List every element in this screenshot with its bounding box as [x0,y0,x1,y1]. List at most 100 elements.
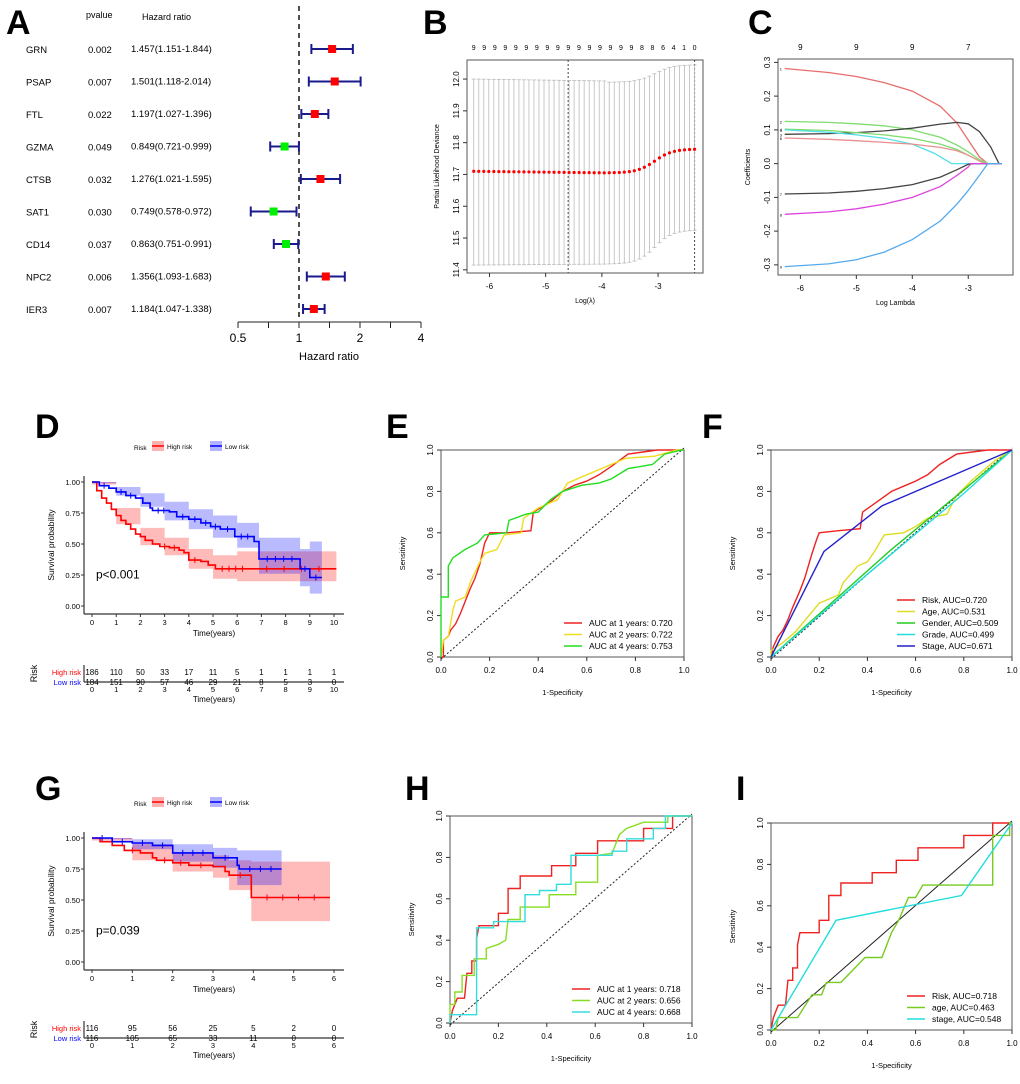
deviance-point [642,165,646,169]
deviance-point [687,147,692,152]
y-tick-label: 0.50 [65,540,80,549]
legend-label: High risk [167,800,193,807]
hr-point [310,110,319,118]
panel-label-G: G [35,770,61,808]
coef-path-6 [784,137,1002,165]
top-axis-label: 9 [514,45,518,52]
x-axis-label: 1-Specificity [551,1054,592,1063]
legend-label: AUC at 2 years: 0.656 [597,996,681,1006]
pvalue-label: 0.037 [88,240,112,251]
top-axis-label: 8 [651,45,655,52]
gene-label: SAT1 [26,208,49,219]
panel-h-roc-plot: 0.0 0.2 0.4 0.6 0.8 1.0 0.0 0.2 0.4 0.6 0.8 1.0 1-Sp… [407,810,698,1063]
panel-label-I: I [736,770,745,808]
pvalue-label: 0.002 [88,45,112,56]
risk-x-tick-label: 2 [138,685,142,694]
y-tick-label: 11.6 [452,198,461,214]
risk-count: 1 [259,668,264,677]
gene-label: PSAP [26,78,51,89]
hr-point [282,240,291,248]
legend-label: Low risk [225,800,250,807]
deviance-point [632,169,636,173]
hr-label: 1.501(1.118-2.014) [131,77,211,88]
pvalue-label: 0.006 [88,273,112,284]
km-legend: Risk High risk Low risk [134,797,250,808]
risk-count: 5 [251,1024,256,1033]
coef-path-9 [784,162,1002,268]
top-axis-label: 9 [587,45,591,52]
top-axis-label: 9 [566,45,570,52]
coef-path-label: 3 [780,132,783,137]
top-axis-label: 7 [966,43,971,52]
risk-x-tick-label: 3 [163,685,167,694]
panel-a-forest-plot: pvalue Hazard ratio GRN 0.002 1.457(1.151-1.… [26,6,425,363]
y-tick-label: 0.8 [756,485,765,497]
top-axis-label: 9 [535,45,539,52]
y-tick-label: 0.2 [435,975,444,987]
risk-count: 105 [126,1034,140,1043]
deviance-point [667,151,672,155]
y-tick-label: 0.2 [756,982,765,994]
y-tick-label: 0.25 [65,927,80,936]
plot-frame [770,449,1013,658]
forest-row: CTSB 0.032 1.276(1.021-1.595) [26,174,342,186]
deviance-point [547,170,551,174]
x-tick-label: -6 [797,284,805,293]
roc-curve-3 [770,449,1013,658]
risk-x-tick-label: 3 [211,1041,215,1050]
hr-point [316,175,325,183]
confidence-band-low-risk [92,838,282,886]
x-tick-label: 0.2 [493,1032,505,1041]
y-axis-label: Survival probability [46,509,56,581]
y-tick-label: 11.7 [452,166,461,182]
risk-count: 95 [128,1024,137,1033]
risk-x-tick-label: 9 [308,685,312,694]
y-tick-label: 0.8 [426,485,435,497]
legend-label: AUC at 1 years: 0.720 [589,618,673,628]
risk-row-label: Low risk [53,678,81,687]
legend-label: AUC at 4 years: 0.668 [597,1007,681,1017]
y-axis-label: Sensitivity [728,536,737,570]
hr-label: 1.197(1.027-1.396) [131,109,212,120]
pvalue-label: 0.007 [88,78,112,89]
x-tick-label: 0.2 [814,666,826,675]
y-axis-label: Coefficients [745,148,752,185]
risk-x-tick-label: 5 [292,1041,296,1050]
gene-label: CTSB [26,175,51,186]
x-tick-label: 1.0 [686,1032,698,1041]
gene-label: GZMA [26,143,54,154]
gene-label: CD14 [26,240,50,251]
y-tick-label: 0.0 [763,158,772,170]
roc-curve-2 [440,449,684,658]
x-tick-label: 0.8 [958,1039,970,1048]
risk-x-tick-label: 7 [259,685,263,694]
y-tick-label: 0.8 [756,858,765,870]
y-tick-label: 0.0 [435,1017,444,1029]
risk-count: 116 [86,1034,99,1043]
panel-b-cv-plot: -6 -5 -4 -3 11.4 11.5 11.6 11.7 11.8 11.9 12.0 Log(… [434,45,704,305]
y-tick-label: 1.0 [756,444,765,456]
x-tick-label: -4 [598,282,606,291]
x-axis-label: Time(years) [193,985,236,994]
deviance-point [582,170,586,175]
risk-x-tick-label: 5 [211,685,215,694]
legend-label: AUC at 2 years: 0.722 [589,630,673,640]
deviance-point [597,171,601,175]
coef-path-label: 7 [780,192,783,197]
panel-label-E: E [386,408,409,446]
forest-row: FTL 0.022 1.197(1.027-1.396) [26,109,330,121]
km-legend: Risk High risk Low risk [134,441,250,452]
pvalue-label: 0.049 [88,143,112,154]
hr-point [328,45,337,53]
y-tick-label: -0.1 [763,190,772,204]
top-axis-label: 8 [640,45,644,52]
risk-count: 33 [160,668,169,677]
risk-count: 184 [85,678,99,687]
risk-count: 116 [86,1024,99,1033]
y-tick-label: 0.6 [426,527,435,539]
coef-path-8 [784,162,1002,215]
panel-d-km-plot: Risk High risk Low risk0.000.250.500.751.0… [29,441,344,704]
x-tick-label: 10 [330,618,338,627]
